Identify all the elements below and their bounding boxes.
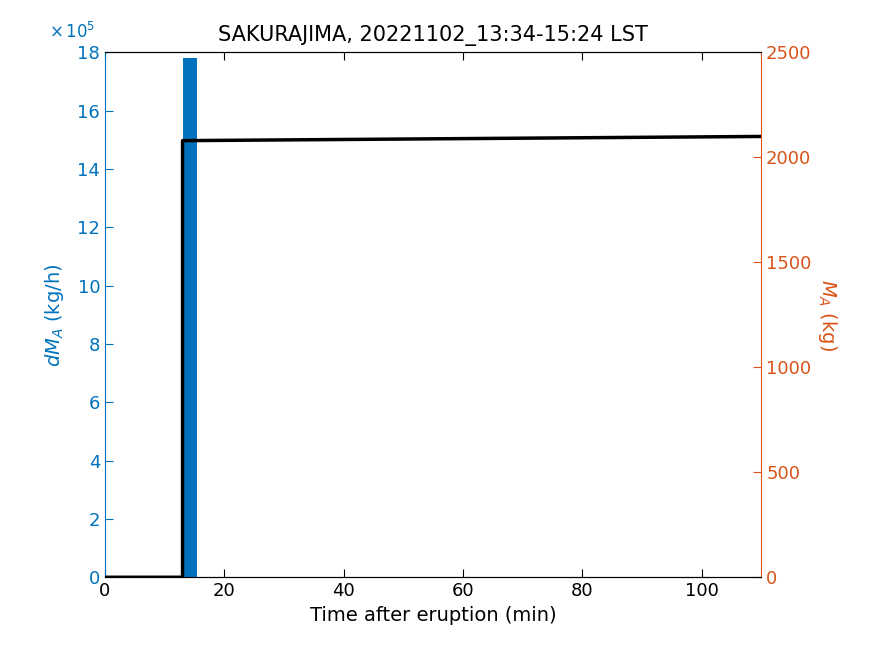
Y-axis label: $dM_A$ (kg/h): $dM_A$ (kg/h) <box>43 263 66 367</box>
Y-axis label: $M_A$ (kg): $M_A$ (kg) <box>816 279 839 351</box>
Bar <box>183 58 198 577</box>
Text: $\times\,10^5$: $\times\,10^5$ <box>49 22 95 42</box>
X-axis label: Time after eruption (min): Time after eruption (min) <box>310 605 556 625</box>
Title: SAKURAJIMA, 20221102_13:34-15:24 LST: SAKURAJIMA, 20221102_13:34-15:24 LST <box>218 26 648 47</box>
